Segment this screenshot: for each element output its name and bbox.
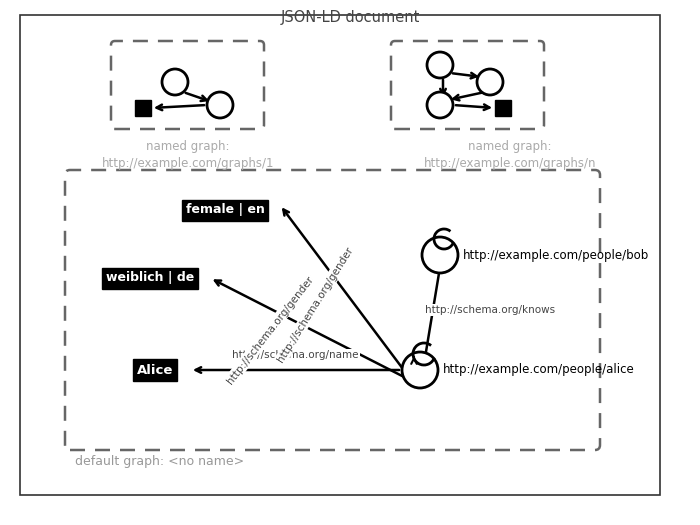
Text: http://schema.org/gender: http://schema.org/gender — [225, 274, 315, 386]
Text: http://example.com/people/alice: http://example.com/people/alice — [443, 363, 635, 376]
Circle shape — [477, 69, 503, 95]
Text: http://schema.org/name: http://schema.org/name — [232, 350, 358, 360]
Text: JSON-LD document: JSON-LD document — [280, 10, 420, 25]
Text: weiblich | de: weiblich | de — [106, 271, 194, 285]
Circle shape — [402, 352, 438, 388]
Circle shape — [162, 69, 188, 95]
Text: http://schema.org/gender: http://schema.org/gender — [275, 246, 355, 364]
Bar — [135, 100, 151, 116]
Circle shape — [207, 92, 233, 118]
Text: http://schema.org/knows: http://schema.org/knows — [425, 305, 555, 315]
Text: female | en: female | en — [186, 204, 265, 216]
Circle shape — [427, 92, 453, 118]
Bar — [495, 100, 511, 116]
FancyBboxPatch shape — [65, 170, 600, 450]
Circle shape — [422, 237, 458, 273]
Text: http://example.com/people/bob: http://example.com/people/bob — [463, 248, 650, 261]
Text: Alice: Alice — [136, 363, 173, 376]
Circle shape — [427, 52, 453, 78]
FancyBboxPatch shape — [391, 41, 544, 129]
FancyBboxPatch shape — [111, 41, 264, 129]
Text: named graph:
http://example.com/graphs/1: named graph: http://example.com/graphs/1 — [102, 140, 274, 170]
Text: named graph:
http://example.com/graphs/n: named graph: http://example.com/graphs/n — [424, 140, 596, 170]
Text: default graph: <no name>: default graph: <no name> — [75, 455, 244, 468]
